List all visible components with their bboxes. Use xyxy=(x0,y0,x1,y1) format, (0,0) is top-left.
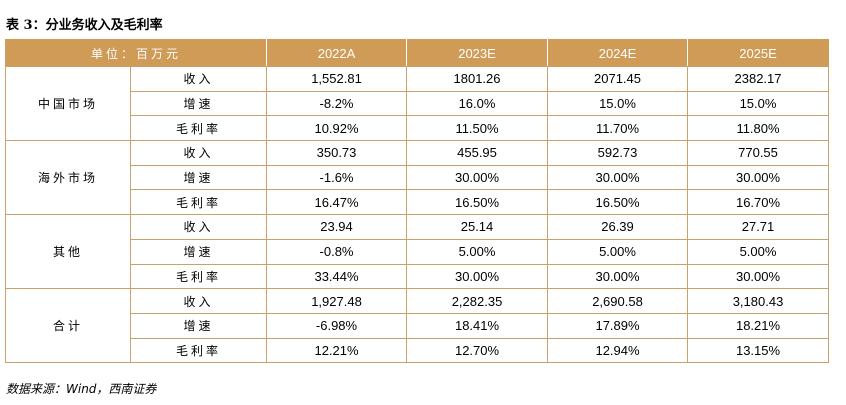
value-cell: 11.80% xyxy=(687,115,830,142)
value-cell: 11.70% xyxy=(547,115,689,142)
value-cell: 11.50% xyxy=(406,115,549,142)
value-cell: 5.00% xyxy=(687,239,830,265)
value-cell: 18.41% xyxy=(406,313,549,339)
value-cell: 592.73 xyxy=(547,140,689,166)
unit-label: 单位：百万元 xyxy=(4,39,268,67)
value-cell: 30.00% xyxy=(547,264,689,290)
header-row: 单位：百万元 2022A 2023E 2024E 2025E xyxy=(4,39,830,67)
value-cell: 26.39 xyxy=(547,214,689,240)
value-cell: 12.21% xyxy=(266,338,408,364)
metric-label: 收入 xyxy=(130,214,268,240)
value-cell: 5.00% xyxy=(406,239,549,265)
value-cell: 770.55 xyxy=(687,140,830,166)
value-cell: 15.0% xyxy=(687,91,830,117)
year-header: 2025E xyxy=(687,39,830,67)
table-row: 其他 收入 23.94 25.14 26.39 27.71 xyxy=(5,214,830,290)
value-cell: 2382.17 xyxy=(687,66,830,92)
table-row: 增速 -1.6% 30.00% 30.00% 30.00% xyxy=(6,165,830,191)
table-row: 中国市场 收入 1,552.81 1801.26 2071.45 2382.17 xyxy=(5,66,830,142)
value-cell: 5.00% xyxy=(547,239,689,265)
metric-label: 收入 xyxy=(130,288,268,314)
metric-label: 增速 xyxy=(129,239,268,265)
year-header: 2023E xyxy=(406,39,549,67)
value-cell: 16.50% xyxy=(406,189,549,216)
value-cell: 12.70% xyxy=(406,338,549,364)
table-row: 毛利率 16.47% 16.50% 16.50% 16.70% xyxy=(6,189,830,216)
value-cell: 23.94 xyxy=(266,214,408,240)
segment-name: 中国市场 xyxy=(5,66,131,142)
business-revenue-table: 单位：百万元 2022A 2023E 2024E 2025E 中国市场 收入 1,5… xyxy=(4,39,830,364)
year-header: 2022A xyxy=(266,39,408,67)
value-cell: 30.00% xyxy=(547,165,689,191)
table-row: 毛利率 12.21% 12.70% 12.94% 13.15% xyxy=(6,338,830,364)
value-cell: 3,180.43 xyxy=(687,288,830,314)
metric-label: 毛利率 xyxy=(129,115,268,142)
table-row: 海外市场 收入 350.73 455.95 592.73 770.55 xyxy=(5,140,830,216)
value-cell: 1801.26 xyxy=(406,66,549,92)
value-cell: 12.94% xyxy=(547,338,689,364)
segment-name: 合计 xyxy=(5,288,131,364)
segment-name: 海外市场 xyxy=(5,140,131,216)
value-cell: 10.92% xyxy=(266,115,408,142)
metric-label: 收入 xyxy=(130,66,268,92)
value-cell: 2071.45 xyxy=(547,66,689,92)
value-cell: 455.95 xyxy=(406,140,549,166)
value-cell: 2,690.58 xyxy=(547,288,689,314)
source-note: 数据来源：Wind，西南证券 xyxy=(6,382,157,396)
table-row: 毛利率 33.44% 30.00% 30.00% 30.00% xyxy=(6,264,830,290)
value-cell: 25.14 xyxy=(406,214,549,240)
value-cell: 30.00% xyxy=(687,264,830,290)
metric-label: 毛利率 xyxy=(129,264,268,290)
value-cell: 16.50% xyxy=(547,189,689,216)
value-cell: 30.00% xyxy=(406,264,549,290)
segment-name: 其他 xyxy=(5,214,131,290)
value-cell: 27.71 xyxy=(687,214,830,240)
value-cell: 33.44% xyxy=(266,264,408,290)
table-row: 增速 -8.2% 16.0% 15.0% 15.0% xyxy=(6,91,830,117)
value-cell: 13.15% xyxy=(687,338,830,364)
metric-label: 增速 xyxy=(129,91,268,117)
value-cell: 16.70% xyxy=(687,189,830,216)
value-cell: 18.21% xyxy=(687,313,830,339)
table-row: 毛利率 10.92% 11.50% 11.70% 11.80% xyxy=(6,115,830,142)
value-cell: 15.0% xyxy=(547,91,689,117)
year-header: 2024E xyxy=(547,39,689,67)
value-cell: -6.98% xyxy=(266,313,408,339)
value-cell: 1,552.81 xyxy=(266,66,408,92)
value-cell: 350.73 xyxy=(266,140,408,166)
table-title: 表 3：分业务收入及毛利率 xyxy=(6,18,163,33)
table-row: 合计 收入 1,927.48 2,282.35 2,690.58 3,180.43 xyxy=(5,288,830,364)
value-cell: -8.2% xyxy=(266,91,408,117)
value-cell: 30.00% xyxy=(687,165,830,191)
value-cell: -0.8% xyxy=(266,239,408,265)
metric-label: 毛利率 xyxy=(129,189,268,216)
value-cell: 17.89% xyxy=(547,313,689,339)
table-row: 增速 -6.98% 18.41% 17.89% 18.21% xyxy=(6,313,830,339)
value-cell: 16.0% xyxy=(406,91,549,117)
value-cell: 1,927.48 xyxy=(266,288,408,314)
metric-label: 毛利率 xyxy=(129,338,268,364)
value-cell: -1.6% xyxy=(266,165,408,191)
value-cell: 30.00% xyxy=(406,165,549,191)
metric-label: 增速 xyxy=(129,165,268,191)
table-row: 增速 -0.8% 5.00% 5.00% 5.00% xyxy=(6,239,830,265)
metric-label: 增速 xyxy=(129,313,268,339)
value-cell: 2,282.35 xyxy=(406,288,549,314)
value-cell: 16.47% xyxy=(266,189,408,216)
metric-label: 收入 xyxy=(130,140,268,166)
